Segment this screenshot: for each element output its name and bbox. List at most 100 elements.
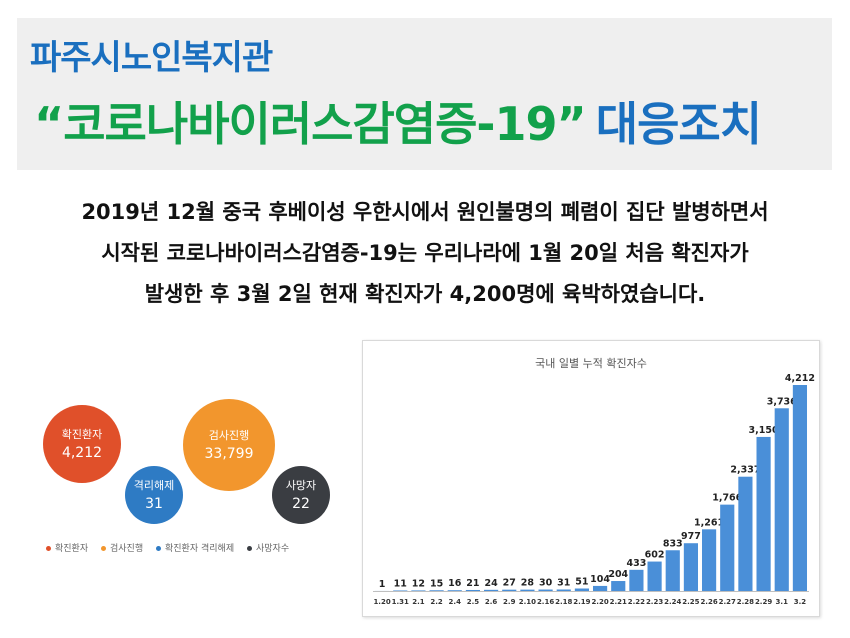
bar-2.9 (502, 589, 517, 591)
data-label-1.31: 11 (394, 578, 407, 589)
bubble-released: 격리해제 31 (125, 466, 183, 524)
tick-label-2.21: 2.21 (610, 598, 627, 606)
legend-label-confirmed: 확진환자 (55, 544, 89, 554)
bubble-confirmed: 확진환자 4,212 (43, 405, 121, 483)
bubble-deaths-value: 22 (292, 495, 310, 512)
tick-label-2.5: 2.5 (467, 598, 480, 606)
legend-label-testing: 검사진행 (110, 544, 144, 554)
data-label-2.1: 12 (412, 578, 425, 589)
bar-1.31 (393, 590, 408, 591)
bar-2.27 (720, 504, 735, 591)
legend-item-released: 확진환자 격리해제 (156, 541, 234, 554)
legend-item-testing: 검사진행 (101, 541, 143, 554)
legend-dot-released (156, 546, 161, 551)
data-label-2.18: 31 (557, 577, 570, 588)
data-label-1.20: 1 (379, 579, 386, 590)
data-label-2.21: 204 (608, 569, 628, 580)
bubble-released-label: 격리해제 (133, 478, 175, 492)
data-label-2.27: 1,766 (712, 493, 742, 504)
bubble-testing: 검사진행 33,799 (183, 399, 275, 491)
data-label-2.19: 51 (575, 577, 588, 588)
bubble-confirmed-label: 확진환자 (61, 427, 103, 441)
main-title-text: “코로나바이러스감염증-19” (34, 97, 587, 151)
tick-label-1.20: 1.20 (373, 598, 390, 606)
tick-label-2.25: 2.25 (682, 598, 699, 606)
legend-dot-testing (101, 546, 106, 551)
chart-panel: 국내 일별 누적 확진자수 1 1.20 11 1.31 12 2.1 15 2.2 16 2.4 2… (362, 340, 820, 617)
tick-label-2.18: 2.18 (555, 598, 572, 606)
data-label-2.10: 28 (521, 578, 535, 589)
intro-line-2: 시작된 코로나바이러스감염증-19는 우리나라에 1월 20일 처음 확진자가 (101, 241, 749, 265)
intro-line-3: 발생한 후 3월 2일 현재 확진자가 4,200명에 육박하였습니다. (144, 282, 706, 306)
bar-2.16 (538, 589, 553, 591)
bubble-legend: 확진환자 검사진행 확진환자 격리해제 사망자수 (46, 541, 299, 554)
bar-2.10 (520, 589, 535, 591)
bar-2.25 (683, 543, 699, 591)
bubble-deaths-label: 사망자 (285, 478, 317, 492)
bar-2.26 (701, 529, 717, 591)
tick-label-2.22: 2.22 (628, 598, 645, 606)
data-label-2.24: 833 (663, 538, 683, 549)
tick-label-2.20: 2.20 (591, 598, 608, 606)
tick-label-2.1: 2.1 (412, 598, 425, 606)
intro-paragraph: 2019년 12월 중국 후베이성 우한시에서 원인불명의 폐렴이 집단 발병하… (0, 192, 850, 315)
tick-label-2.6: 2.6 (485, 598, 498, 606)
tick-label-2.23: 2.23 (646, 598, 663, 606)
main-title: “코로나바이러스감염증-19” 대응조치 (34, 88, 762, 154)
bar-2.23 (647, 561, 662, 591)
legend-item-deaths: 사망자수 (246, 541, 290, 554)
data-label-2.2: 15 (430, 578, 443, 589)
tick-label-2.24: 2.24 (664, 598, 681, 606)
data-label-2.23: 602 (645, 550, 665, 561)
data-label-2.16: 30 (539, 578, 553, 589)
data-label-2.28: 2,337 (730, 465, 760, 476)
main-title-suffix: 대응조치 (595, 97, 762, 151)
cumulative-cases-chart: 국내 일별 누적 확진자수 1 1.20 11 1.31 12 2.1 15 2.2 16 2.4 2… (373, 356, 815, 606)
bar-2.5 (465, 589, 481, 591)
bar-2.18 (556, 589, 571, 591)
legend-item-confirmed: 확진환자 (46, 541, 88, 554)
header-box (17, 18, 832, 170)
tick-label-2.29: 2.29 (755, 598, 772, 606)
tick-label-2.26: 2.26 (700, 598, 717, 606)
data-label-2.29: 3,150 (749, 425, 779, 436)
bar-2.29 (756, 436, 771, 591)
bubble-released-value: 31 (145, 495, 163, 512)
bubble-testing-label: 검사진행 (208, 428, 250, 442)
tick-label-2.28: 2.28 (737, 598, 754, 606)
bar-2.20 (592, 585, 608, 591)
tick-label-2.16: 2.16 (537, 598, 554, 606)
data-label-2.5: 21 (466, 578, 479, 589)
bar-2.21 (611, 581, 626, 591)
bubble-deaths: 사망자 22 (272, 466, 330, 524)
bar-2.24 (665, 550, 680, 591)
bar-3.1 (774, 408, 789, 591)
stats-bubbles: 확진환자 4,212 검사진행 33,799 격리해제 31 사망자 22 (30, 395, 350, 575)
tick-label-3.2: 3.2 (794, 598, 807, 606)
tick-label-2.9: 2.9 (503, 598, 516, 606)
bar-2.4 (447, 590, 462, 591)
bar-2.6 (483, 589, 499, 591)
bar-2.22 (629, 569, 644, 591)
legend-label-deaths: 사망자수 (255, 544, 290, 554)
legend-dot-confirmed (46, 546, 51, 551)
data-label-3.2: 4,212 (785, 373, 815, 384)
data-label-2.26: 1,261 (694, 517, 724, 528)
tick-label-2.27: 2.27 (719, 598, 736, 606)
org-title: 파주시노인복지관 (30, 38, 273, 78)
tick-label-1.31: 1.31 (392, 598, 409, 606)
tick-label-2.2: 2.2 (430, 598, 443, 606)
legend-label-released: 확진환자 격리해제 (165, 544, 235, 554)
tick-label-2.19: 2.19 (573, 598, 590, 606)
data-label-2.22: 433 (626, 558, 646, 569)
data-label-2.9: 27 (503, 578, 516, 589)
chart-title: 국내 일별 누적 확진자수 (535, 356, 647, 370)
bar-3.2 (792, 385, 808, 591)
bubble-confirmed-value: 4,212 (61, 444, 103, 461)
bar-2.28 (738, 476, 753, 591)
data-label-2.4: 16 (448, 578, 462, 589)
tick-label-2.10: 2.10 (519, 598, 536, 606)
data-label-3.1: 3,736 (767, 396, 797, 407)
bar-2.2 (429, 590, 444, 591)
bubble-testing-value: 33,799 (204, 445, 254, 462)
